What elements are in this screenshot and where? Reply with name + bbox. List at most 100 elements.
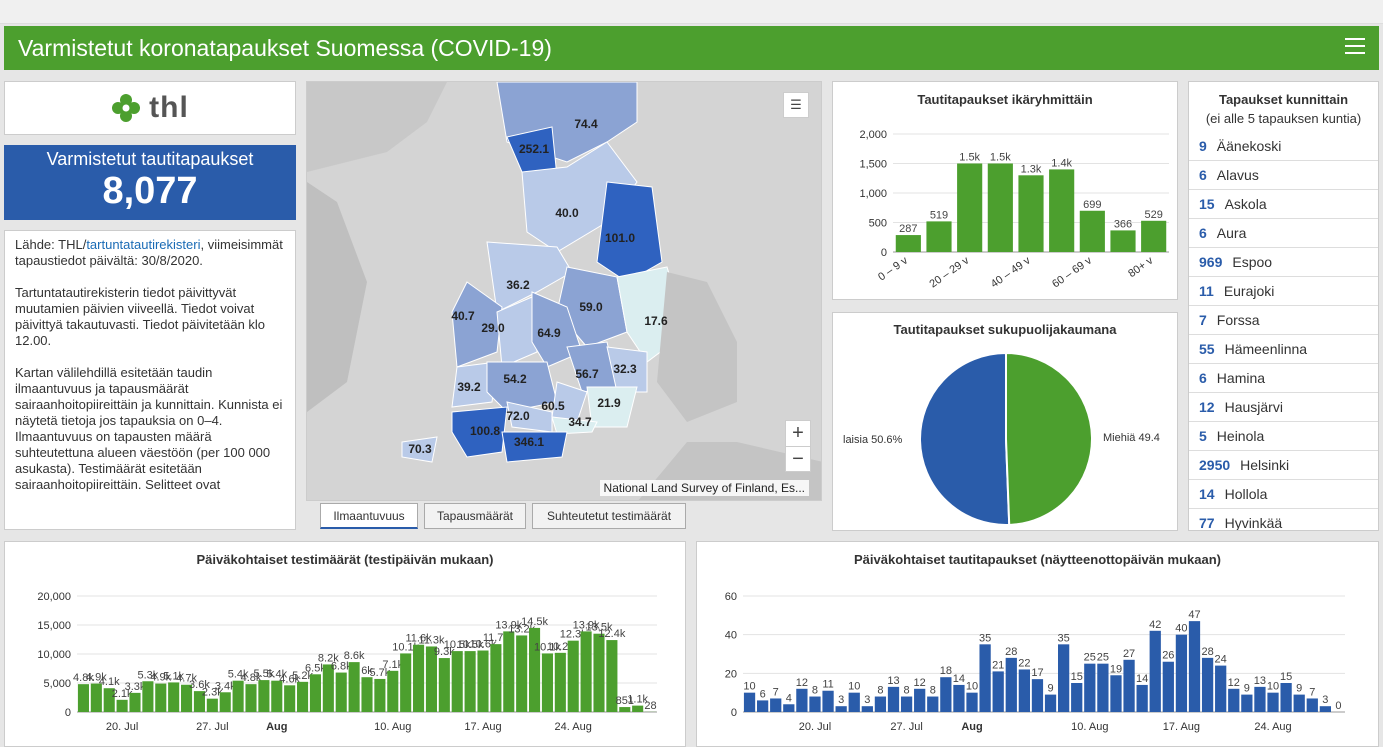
bar[interactable] <box>809 696 821 712</box>
bar[interactable] <box>757 700 769 712</box>
tab-ilmaantuvuus[interactable]: Ilmaantuvuus <box>320 503 418 529</box>
info-panel[interactable]: Lähde: THL/tartuntatautirekisteri, viime… <box>4 230 296 530</box>
bar[interactable] <box>516 635 528 712</box>
bar[interactable] <box>1162 661 1174 712</box>
bar[interactable] <box>77 684 89 712</box>
bar[interactable] <box>116 699 128 712</box>
bar[interactable] <box>926 221 952 252</box>
bar[interactable] <box>1215 665 1227 712</box>
municipality-row[interactable]: 6 Hamina <box>1189 364 1378 393</box>
municipality-row[interactable]: 7 Forssa <box>1189 306 1378 335</box>
bar[interactable] <box>477 650 489 712</box>
bar[interactable] <box>822 690 834 712</box>
bar[interactable] <box>966 692 978 712</box>
bar[interactable] <box>1079 210 1105 252</box>
bar[interactable] <box>103 688 115 712</box>
bar[interactable] <box>451 651 463 712</box>
bar[interactable] <box>1110 675 1122 712</box>
bar[interactable] <box>1049 169 1075 252</box>
bar[interactable] <box>1005 657 1017 712</box>
bar[interactable] <box>335 672 347 712</box>
bar[interactable] <box>1228 688 1240 712</box>
bar[interactable] <box>979 644 991 712</box>
bar[interactable] <box>1044 694 1057 712</box>
bar[interactable] <box>783 704 795 712</box>
source-link[interactable]: tartuntatautirekisteri <box>86 237 201 252</box>
map-canvas[interactable]: 74.4 252.1 40.0 101.0 36.2 59.0 17.6 40.… <box>307 82 822 501</box>
bar[interactable] <box>297 681 309 712</box>
bar[interactable] <box>1084 663 1096 712</box>
zoom-in-button[interactable]: + <box>785 420 811 446</box>
bar[interactable] <box>743 692 756 712</box>
bar[interactable] <box>940 677 952 712</box>
bar[interactable] <box>987 163 1013 253</box>
bar[interactable] <box>1018 175 1044 252</box>
municipality-row[interactable]: 6 Alavus <box>1189 161 1378 190</box>
bar[interactable] <box>1071 683 1083 712</box>
bar[interactable] <box>1149 630 1161 712</box>
bar[interactable] <box>887 686 900 712</box>
bar[interactable] <box>219 692 231 712</box>
bar[interactable] <box>322 664 334 712</box>
bar[interactable] <box>1267 692 1279 712</box>
bar[interactable] <box>284 685 296 712</box>
bar[interactable] <box>400 653 412 712</box>
pie-slice[interactable] <box>1005 351 1093 526</box>
municipality-row[interactable]: 12 Hausjärvi <box>1189 393 1378 422</box>
bar[interactable] <box>554 652 566 712</box>
bar[interactable] <box>914 688 926 712</box>
bar[interactable] <box>992 671 1004 712</box>
bar[interactable] <box>874 696 887 712</box>
bar[interactable] <box>1241 694 1253 712</box>
bar[interactable] <box>1188 621 1201 712</box>
bar[interactable] <box>232 680 244 712</box>
bar[interactable] <box>1097 663 1109 712</box>
menu-icon[interactable] <box>1345 38 1365 56</box>
bar[interactable] <box>1175 634 1188 712</box>
bar[interactable] <box>1058 644 1070 712</box>
bar[interactable] <box>848 692 860 712</box>
bar[interactable] <box>348 662 360 712</box>
bar[interactable] <box>541 653 553 712</box>
bar[interactable] <box>490 644 502 712</box>
bar[interactable] <box>567 640 579 712</box>
bar[interactable] <box>861 706 873 712</box>
bar[interactable] <box>438 658 450 712</box>
bar[interactable] <box>181 684 193 712</box>
municipality-row[interactable]: 5 Heinola <box>1189 422 1378 451</box>
bar[interactable] <box>619 707 631 712</box>
municipality-row[interactable]: 6 Aura <box>1189 219 1378 248</box>
bar[interactable] <box>593 633 605 712</box>
bar[interactable] <box>895 235 921 252</box>
bar[interactable] <box>193 691 205 712</box>
bar[interactable] <box>796 688 808 712</box>
bar[interactable] <box>413 644 425 712</box>
bar[interactable] <box>1141 220 1167 252</box>
bar[interactable] <box>957 163 983 253</box>
bar[interactable] <box>374 678 386 712</box>
bar[interactable] <box>387 670 399 712</box>
bar[interactable] <box>155 683 167 712</box>
tab-suhteutetut-testimaarat[interactable]: Suhteutetut testimäärät <box>532 503 686 529</box>
bar[interactable] <box>580 631 592 712</box>
pie-slice[interactable] <box>919 351 1011 526</box>
municipality-list-panel[interactable]: Tapaukset kunnittain (ei alle 5 tapaukse… <box>1188 81 1379 531</box>
municipality-row[interactable]: 9 Äänekoski <box>1189 132 1378 161</box>
bar[interactable] <box>245 684 257 712</box>
finland-map[interactable]: 74.4 252.1 40.0 101.0 36.2 59.0 17.6 40.… <box>306 81 822 501</box>
bar[interactable] <box>1136 684 1148 712</box>
bar[interactable] <box>529 627 541 712</box>
municipality-row[interactable]: 55 Hämeenlinna <box>1189 335 1378 364</box>
bar[interactable] <box>142 681 154 712</box>
municipality-row[interactable]: 77 Hyvinkää <box>1189 509 1378 530</box>
bar[interactable] <box>1254 686 1266 712</box>
bar[interactable] <box>309 674 321 712</box>
bar[interactable] <box>835 706 847 712</box>
bar[interactable] <box>1306 698 1318 712</box>
bar[interactable] <box>770 698 782 712</box>
municipality-row[interactable]: 969 Espoo <box>1189 248 1378 277</box>
bar[interactable] <box>129 692 141 712</box>
municipality-row[interactable]: 15 Askola <box>1189 190 1378 219</box>
bar[interactable] <box>953 684 965 712</box>
bar[interactable] <box>425 646 437 712</box>
